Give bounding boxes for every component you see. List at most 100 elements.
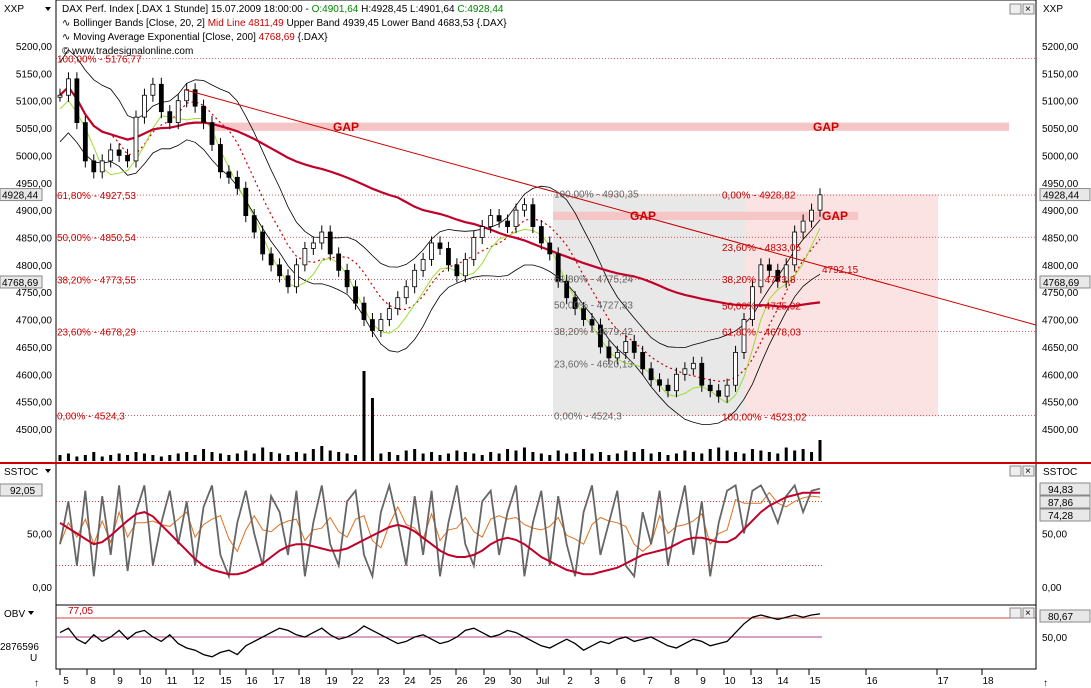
close-icon[interactable]: × bbox=[1025, 4, 1031, 15]
candle bbox=[310, 242, 316, 249]
fib-pink-label: 50,00% - 4725,92 bbox=[722, 301, 801, 312]
candle bbox=[268, 253, 274, 266]
price-ytick-right: 4750,00 bbox=[1042, 288, 1079, 299]
volume-bar bbox=[244, 450, 248, 461]
volume-bar bbox=[354, 455, 358, 461]
volume-bar bbox=[801, 449, 805, 461]
volume-bar bbox=[607, 455, 611, 461]
volume-bar bbox=[556, 450, 560, 461]
obv-chevron-icon[interactable] bbox=[28, 611, 34, 615]
x-tick-label: 14 bbox=[777, 676, 789, 687]
volume-bar bbox=[117, 453, 121, 461]
candle bbox=[437, 242, 443, 249]
x-tick-label: 8 bbox=[90, 676, 96, 687]
x-tick-label: 17 bbox=[937, 676, 949, 687]
stoch-chevron-icon[interactable] bbox=[45, 469, 51, 473]
candle bbox=[572, 297, 578, 310]
volume-bar bbox=[784, 447, 788, 461]
volume-bar bbox=[379, 453, 383, 461]
candle bbox=[386, 308, 392, 320]
chevron-down-icon[interactable] bbox=[45, 7, 51, 11]
candle bbox=[234, 176, 240, 189]
price-ytick-right: 5200,00 bbox=[1042, 42, 1079, 53]
obv-minimize-button[interactable] bbox=[1009, 607, 1022, 619]
gap-zone-upper bbox=[214, 122, 1009, 131]
candle bbox=[640, 351, 646, 370]
volume-bar bbox=[548, 455, 552, 461]
candle bbox=[724, 384, 730, 397]
symbol-right: XXP bbox=[1043, 4, 1063, 15]
stoch-badge-right bbox=[1039, 495, 1091, 509]
fib-gray-label: 23,60% - 4620,13 bbox=[554, 359, 633, 370]
volume-bar bbox=[404, 450, 408, 461]
candle bbox=[530, 204, 536, 227]
volume-bar bbox=[455, 450, 459, 461]
candle bbox=[589, 319, 595, 326]
x-tick-label: 9 bbox=[117, 676, 123, 687]
x-tick-label: 29 bbox=[484, 676, 496, 687]
obv-close-icon[interactable]: × bbox=[1025, 608, 1031, 619]
candle bbox=[690, 362, 696, 370]
stoch-close-button[interactable] bbox=[1022, 465, 1035, 477]
minimize-button[interactable] bbox=[1009, 3, 1022, 15]
candle bbox=[167, 111, 173, 123]
stoch-ytick-left: 0,00 bbox=[33, 583, 53, 594]
x-tick-label: 26 bbox=[456, 676, 468, 687]
volume-bar bbox=[370, 398, 374, 461]
candle bbox=[682, 368, 688, 375]
volume-bar bbox=[624, 450, 628, 461]
candle bbox=[505, 220, 510, 227]
stoch-close-icon[interactable]: × bbox=[1025, 466, 1031, 477]
volume-bar bbox=[311, 449, 315, 461]
volume-bar bbox=[159, 456, 163, 461]
volume-bar bbox=[480, 455, 484, 461]
target-label: 4792,15 bbox=[822, 265, 859, 276]
stoch-value-left: 92,05 bbox=[10, 486, 35, 497]
x-tick-label: 13 bbox=[751, 676, 763, 687]
volume-bar bbox=[446, 453, 450, 461]
candle bbox=[513, 209, 519, 227]
x-tick-label: 15 bbox=[809, 676, 821, 687]
candle bbox=[82, 122, 88, 162]
x-tick-label: 6 bbox=[620, 676, 626, 687]
ema-badge-right bbox=[1039, 275, 1091, 289]
candle bbox=[775, 269, 781, 282]
candle bbox=[547, 242, 553, 255]
header-line1: DAX Perf. Index [.DAX 1 Stunde] 15.07.20… bbox=[62, 4, 504, 15]
volume-bar bbox=[582, 449, 586, 461]
obv-left-unit: U bbox=[30, 653, 37, 664]
scroll-up-icon-left[interactable]: ↑ bbox=[34, 678, 39, 688]
candle bbox=[243, 187, 249, 217]
volume-bar bbox=[303, 453, 307, 461]
gap-label: GAP bbox=[822, 209, 848, 223]
volume-bar bbox=[227, 455, 231, 461]
gap-label: GAP bbox=[813, 120, 839, 134]
stoch-ytick-right: 0,00 bbox=[1042, 583, 1062, 594]
volume-bar bbox=[700, 453, 704, 461]
price-ytick-left: 5200,00 bbox=[16, 42, 53, 53]
candle bbox=[648, 368, 654, 381]
fib-gray-label: 50,00% - 4727,33 bbox=[554, 301, 633, 312]
volume-bar bbox=[565, 453, 569, 461]
price-ytick-right: 4800,00 bbox=[1042, 261, 1079, 272]
obv-close-button[interactable] bbox=[1022, 607, 1035, 619]
volume-bar bbox=[472, 453, 476, 461]
volume-bar bbox=[66, 453, 70, 461]
candle bbox=[606, 346, 612, 359]
scroll-up-icon-right[interactable]: ↑ bbox=[1043, 678, 1048, 688]
volume-bar bbox=[252, 453, 256, 461]
price-ytick-left: 4700,00 bbox=[16, 316, 53, 327]
volume-bar bbox=[269, 452, 273, 461]
volume-bar bbox=[767, 452, 771, 461]
volume-bar bbox=[666, 455, 670, 461]
volume-bar bbox=[185, 452, 189, 461]
copyright: © www.tradesignalonline.com bbox=[62, 46, 193, 57]
x-tick-label: 23 bbox=[378, 676, 390, 687]
close-button[interactable] bbox=[1022, 3, 1035, 15]
candle bbox=[201, 105, 206, 124]
stoch-d-line bbox=[59, 491, 821, 553]
volume-bar bbox=[430, 452, 434, 461]
candle bbox=[800, 220, 806, 233]
stoch-minimize-button[interactable] bbox=[1009, 465, 1022, 477]
stoch-title-right: SSTOC bbox=[1043, 467, 1077, 478]
